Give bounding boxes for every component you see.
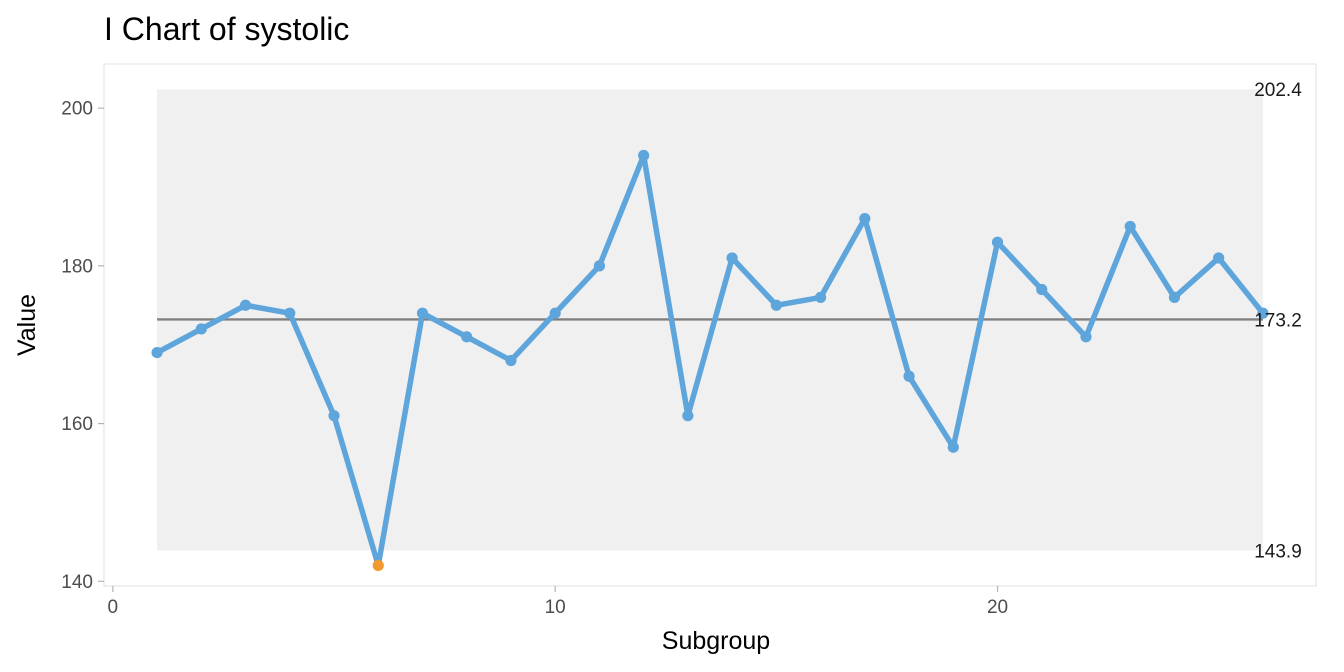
data-point: [1036, 283, 1048, 296]
y-axis-title: Value: [13, 294, 41, 356]
data-point: [903, 370, 915, 382]
data-point-out-of-control: [372, 559, 384, 572]
data-point: [328, 410, 340, 422]
data-point: [1080, 331, 1092, 343]
limit-label-layer: 202.4 173.2 143.9: [1254, 80, 1302, 562]
data-point: [151, 346, 163, 359]
data-point: [461, 331, 473, 343]
data-point: [505, 354, 517, 367]
data-point: [770, 299, 782, 311]
data-point: [239, 299, 252, 311]
x-axis-title: Subgroup: [662, 627, 770, 655]
x-tick-label: 0: [108, 597, 119, 618]
control-band-layer: [157, 89, 1263, 551]
data-point: [416, 307, 429, 319]
series-layer: [151, 149, 1269, 572]
data-point: [991, 236, 1004, 248]
y-tick-label: 140: [61, 572, 93, 593]
chart-title: I Chart of systolic: [104, 11, 349, 47]
data-point: [1257, 307, 1269, 319]
data-point: [284, 307, 296, 319]
y-tick-label: 200: [61, 99, 93, 120]
data-point: [1124, 220, 1136, 233]
data-point: [1213, 252, 1225, 264]
data-point: [814, 291, 827, 304]
data-point: [947, 441, 959, 453]
data-point: [682, 410, 694, 422]
data-point: [859, 212, 871, 225]
y-tick-label: 160: [61, 414, 93, 435]
axes: 140 160 180 200 0 10 20: [61, 99, 1008, 618]
data-point: [593, 260, 606, 272]
y-tick-label: 180: [61, 256, 93, 277]
data-point: [638, 149, 650, 162]
lower-limit-label: 143.9: [1254, 542, 1302, 563]
data-point: [195, 323, 207, 335]
x-tick-label: 10: [545, 597, 566, 618]
data-point: [1168, 291, 1181, 304]
x-tick-label: 20: [987, 597, 1008, 618]
center-line-label: 173.2: [1254, 310, 1302, 331]
upper-limit-label: 202.4: [1254, 80, 1302, 101]
data-point: [726, 252, 738, 264]
data-point: [549, 307, 561, 319]
series-line: [154, 152, 1266, 569]
